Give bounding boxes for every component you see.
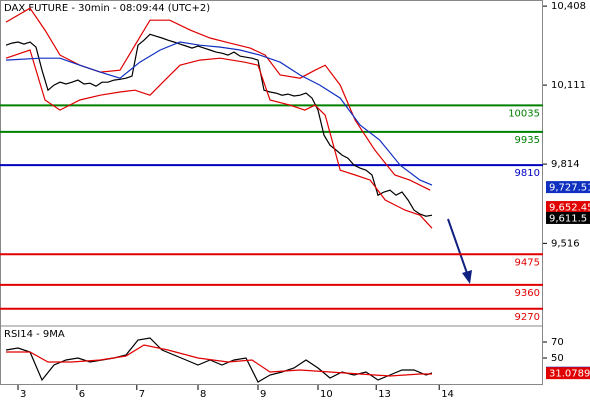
rsi-title: RSI14 - 9MA xyxy=(4,329,65,340)
price-box-label: 9,611.5 xyxy=(549,213,587,224)
level-label: 10035 xyxy=(508,108,540,119)
x-tick-label: 14 xyxy=(441,389,454,400)
level-label: 9270 xyxy=(515,312,540,323)
level-label: 9935 xyxy=(515,135,540,146)
series-line xyxy=(5,337,433,383)
y-tick-label: 50 xyxy=(551,353,564,364)
level-label: 9810 xyxy=(515,168,540,179)
price-box xyxy=(546,211,590,224)
level-label: 9360 xyxy=(515,288,540,299)
x-tick-label: 7 xyxy=(139,389,145,400)
y-tick-label: 10,111 xyxy=(551,80,586,91)
chart-title: DAX FUTURE - 30min - 08:09:44 (UTC+2) xyxy=(4,3,210,14)
price-box xyxy=(546,181,590,194)
x-tick-label: 3 xyxy=(20,389,26,400)
arrow-head xyxy=(462,270,472,284)
series-line xyxy=(6,344,432,377)
price-box xyxy=(546,367,590,380)
y-tick-label: 10,408 xyxy=(551,1,586,12)
y-tick-label: 9,516 xyxy=(551,238,580,249)
x-tick-label: 9 xyxy=(260,389,266,400)
series-line xyxy=(5,41,433,186)
x-tick-label: 8 xyxy=(200,389,206,400)
price-box xyxy=(546,201,590,214)
level-label: 9475 xyxy=(515,257,540,268)
series-line xyxy=(5,33,433,217)
series-line xyxy=(5,49,433,229)
x-tick-label: 13 xyxy=(378,389,391,400)
plot-frame xyxy=(0,0,543,385)
series-line xyxy=(5,7,431,191)
x-tick-label: 6 xyxy=(79,389,85,400)
forecast-arrow xyxy=(447,218,469,277)
x-tick-label: 10 xyxy=(320,389,333,400)
price-box-label: 31.0789 xyxy=(549,369,590,380)
y-tick-label: 9,814 xyxy=(551,159,580,170)
price-box-label: 9,652.45 xyxy=(549,203,590,214)
y-tick-label: 70 xyxy=(551,337,564,348)
price-box-label: 9,727.51 xyxy=(549,183,590,194)
